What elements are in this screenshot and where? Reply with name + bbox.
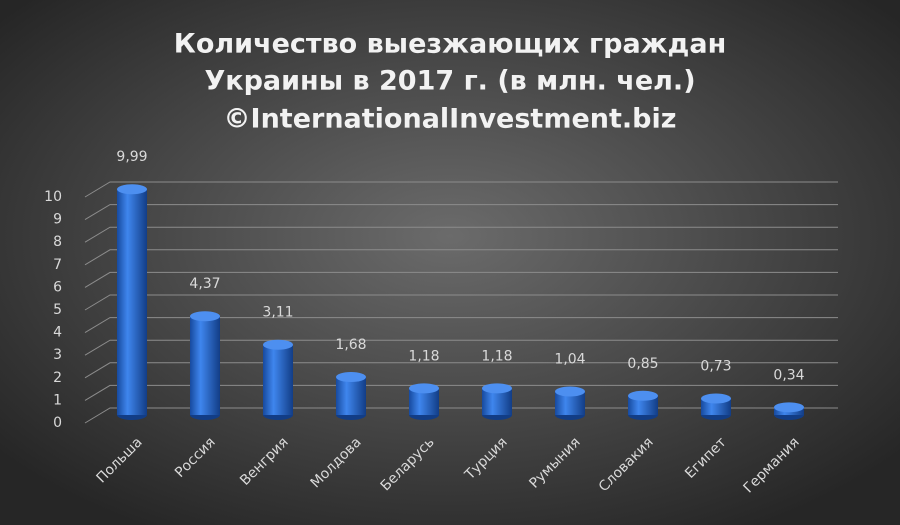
y-tick-label: 10 xyxy=(44,189,62,205)
data-label: 1,18 xyxy=(408,348,439,364)
data-label: 3,11 xyxy=(262,305,293,321)
data-label: 4,37 xyxy=(189,276,220,292)
y-tick-label: 0 xyxy=(53,415,62,431)
data-label: 0,34 xyxy=(773,367,804,383)
chart-title: ©InternationalInvestment.biz xyxy=(224,104,677,135)
bar-top xyxy=(774,402,804,413)
bar xyxy=(263,344,293,415)
bar xyxy=(117,189,147,415)
y-tick-label: 5 xyxy=(53,302,62,318)
bar-top xyxy=(482,383,512,394)
bar xyxy=(190,316,220,415)
y-tick-label: 7 xyxy=(53,257,62,273)
y-tick-label: 3 xyxy=(53,347,62,363)
grid-line xyxy=(84,294,838,311)
bar-top xyxy=(336,372,366,383)
grid-line xyxy=(84,181,838,198)
bar-top xyxy=(555,386,585,397)
grid-line xyxy=(84,204,838,221)
data-label: 0,85 xyxy=(627,356,658,372)
y-tick-label: 9 xyxy=(53,212,62,228)
grid-line xyxy=(84,249,838,266)
bar-top xyxy=(117,184,147,195)
y-tick-label: 1 xyxy=(53,392,62,408)
y-tick-label: 4 xyxy=(53,325,62,341)
y-tick-label: 6 xyxy=(53,279,62,295)
bar xyxy=(555,391,585,415)
data-label: 0,73 xyxy=(700,359,731,375)
bar-top xyxy=(263,339,293,350)
bar-top xyxy=(409,383,439,394)
grid-line xyxy=(84,317,838,334)
y-tick-label: 8 xyxy=(53,234,62,250)
grid-line xyxy=(84,339,838,356)
chart-title: Количество выезжающих граждан xyxy=(174,29,726,60)
bar xyxy=(336,377,366,415)
y-tick-label: 2 xyxy=(53,370,62,386)
grid-line xyxy=(84,271,838,288)
data-label: 1,68 xyxy=(335,337,366,353)
bar-top xyxy=(190,311,220,322)
data-label: 1,18 xyxy=(481,348,512,364)
grid-line xyxy=(84,362,838,379)
bar-top xyxy=(701,393,731,404)
bar-top xyxy=(628,390,658,401)
data-label: 1,04 xyxy=(554,351,585,367)
bar xyxy=(628,395,658,415)
data-label: 9,99 xyxy=(116,149,147,165)
chart-title: Украины в 2017 г. (в млн. чел.) xyxy=(204,66,695,97)
grid-line xyxy=(84,226,838,243)
grid-line xyxy=(84,407,838,424)
grid-line xyxy=(84,384,838,401)
